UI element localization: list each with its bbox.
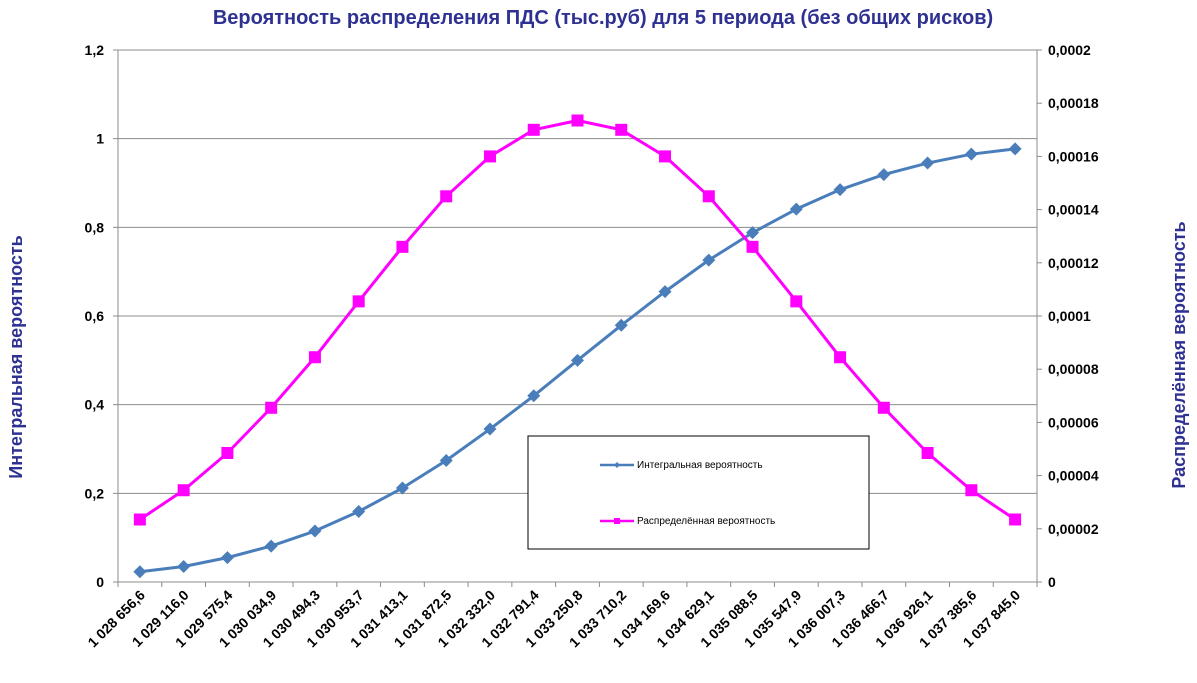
legend-label-2: Распределённая вероятность bbox=[637, 516, 775, 527]
y2-tick-label: 0,00018 bbox=[1048, 95, 1099, 111]
data-point bbox=[220, 551, 234, 565]
legend-label-1: Интегральная вероятность bbox=[637, 460, 763, 471]
y2-tick-label: 0,0002 bbox=[1048, 42, 1091, 58]
data-point bbox=[571, 114, 584, 127]
data-point bbox=[702, 253, 716, 267]
data-point bbox=[352, 505, 366, 519]
data-point bbox=[308, 351, 321, 364]
series-2 bbox=[133, 114, 1022, 526]
series-layer bbox=[133, 114, 1022, 579]
data-point bbox=[527, 123, 540, 136]
y-tick-label: 1,2 bbox=[85, 42, 105, 58]
data-point bbox=[571, 353, 584, 367]
y2-tick-label: 0,00016 bbox=[1048, 148, 1099, 164]
y-tick-label: 1 bbox=[96, 131, 104, 147]
y2-tick-label: 0 bbox=[1048, 574, 1056, 590]
data-point bbox=[834, 351, 847, 364]
y2-axis-title: Распределённая вероятность bbox=[1169, 221, 1189, 488]
y2-tick-label: 0,00006 bbox=[1048, 414, 1099, 430]
legend-swatch-marker-1 bbox=[614, 462, 620, 468]
y2-tick-label: 0,0001 bbox=[1048, 308, 1091, 324]
data-point bbox=[133, 565, 147, 579]
y2-tick-label: 0,00004 bbox=[1048, 468, 1099, 484]
data-point bbox=[1009, 513, 1022, 526]
data-point bbox=[877, 401, 890, 414]
data-point bbox=[221, 446, 234, 459]
legend-swatch-marker-2 bbox=[614, 518, 620, 524]
y-axis-title: Интегральная вероятность bbox=[6, 235, 26, 478]
data-point bbox=[658, 285, 672, 299]
data-point bbox=[265, 401, 278, 414]
data-point bbox=[614, 318, 628, 332]
data-point bbox=[395, 481, 409, 495]
data-point bbox=[177, 559, 191, 573]
data-point bbox=[177, 484, 190, 497]
y-tick-label: 0,4 bbox=[85, 397, 105, 413]
y-tick-label: 0,6 bbox=[85, 308, 105, 324]
data-point bbox=[483, 150, 496, 163]
data-point bbox=[746, 226, 760, 240]
plot-area: 1 028 656,61 029 116,01 029 575,41 030 0… bbox=[84, 42, 1098, 650]
y2-tick-label: 0,00008 bbox=[1048, 361, 1099, 377]
data-point bbox=[615, 123, 628, 136]
y2-tick-label: 0,00002 bbox=[1048, 521, 1099, 537]
data-point bbox=[964, 147, 978, 161]
data-point bbox=[790, 295, 803, 308]
data-point bbox=[1008, 142, 1022, 156]
legend: Интегральная вероятность Распределённая … bbox=[527, 435, 870, 550]
y2-tick-label: 0,00014 bbox=[1048, 202, 1099, 218]
y-tick-label: 0 bbox=[96, 574, 104, 590]
data-point bbox=[133, 513, 146, 526]
y-tick-label: 0,8 bbox=[85, 219, 105, 235]
data-point bbox=[659, 150, 672, 163]
y2-tick-label: 0,00012 bbox=[1048, 255, 1099, 271]
data-point bbox=[527, 389, 541, 403]
data-point bbox=[352, 295, 365, 308]
y-axis-ticks: 0 0,2 0,4 0,6 0,8 1 1,2 bbox=[85, 42, 118, 590]
data-point bbox=[877, 168, 891, 182]
data-point bbox=[308, 524, 322, 538]
data-point bbox=[396, 240, 409, 253]
y2-axis-ticks: 0 0,00002 0,00004 0,00006 0,00008 0,0001 0,000… bbox=[1037, 42, 1099, 590]
series-1 bbox=[133, 142, 1022, 579]
data-point bbox=[921, 446, 934, 459]
data-point bbox=[702, 190, 715, 203]
data-point bbox=[833, 183, 847, 197]
data-point bbox=[439, 454, 453, 468]
chart-title: Вероятность распределения ПДС (тыс.руб) … bbox=[213, 7, 993, 29]
data-point bbox=[965, 484, 978, 497]
legend-box bbox=[527, 435, 870, 550]
data-point bbox=[921, 156, 935, 170]
data-point bbox=[264, 539, 278, 553]
data-point bbox=[440, 190, 453, 203]
y-tick-label: 0,2 bbox=[85, 485, 105, 501]
data-point bbox=[483, 422, 497, 436]
data-point bbox=[789, 202, 803, 216]
x-axis-ticks: 1 028 656,61 029 116,01 029 575,41 030 0… bbox=[84, 582, 1038, 650]
data-point bbox=[746, 240, 759, 253]
